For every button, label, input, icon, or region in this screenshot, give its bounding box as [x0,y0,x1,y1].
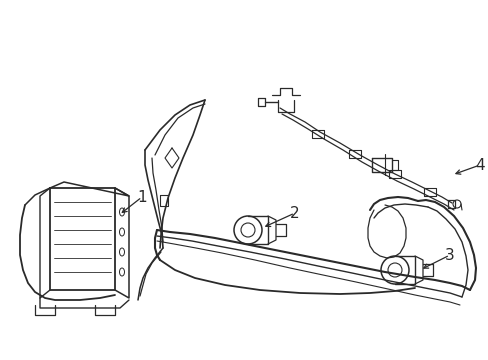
Text: 1: 1 [137,189,146,204]
Text: 3: 3 [444,248,454,262]
Text: 4: 4 [474,158,484,172]
Text: 2: 2 [289,206,299,220]
